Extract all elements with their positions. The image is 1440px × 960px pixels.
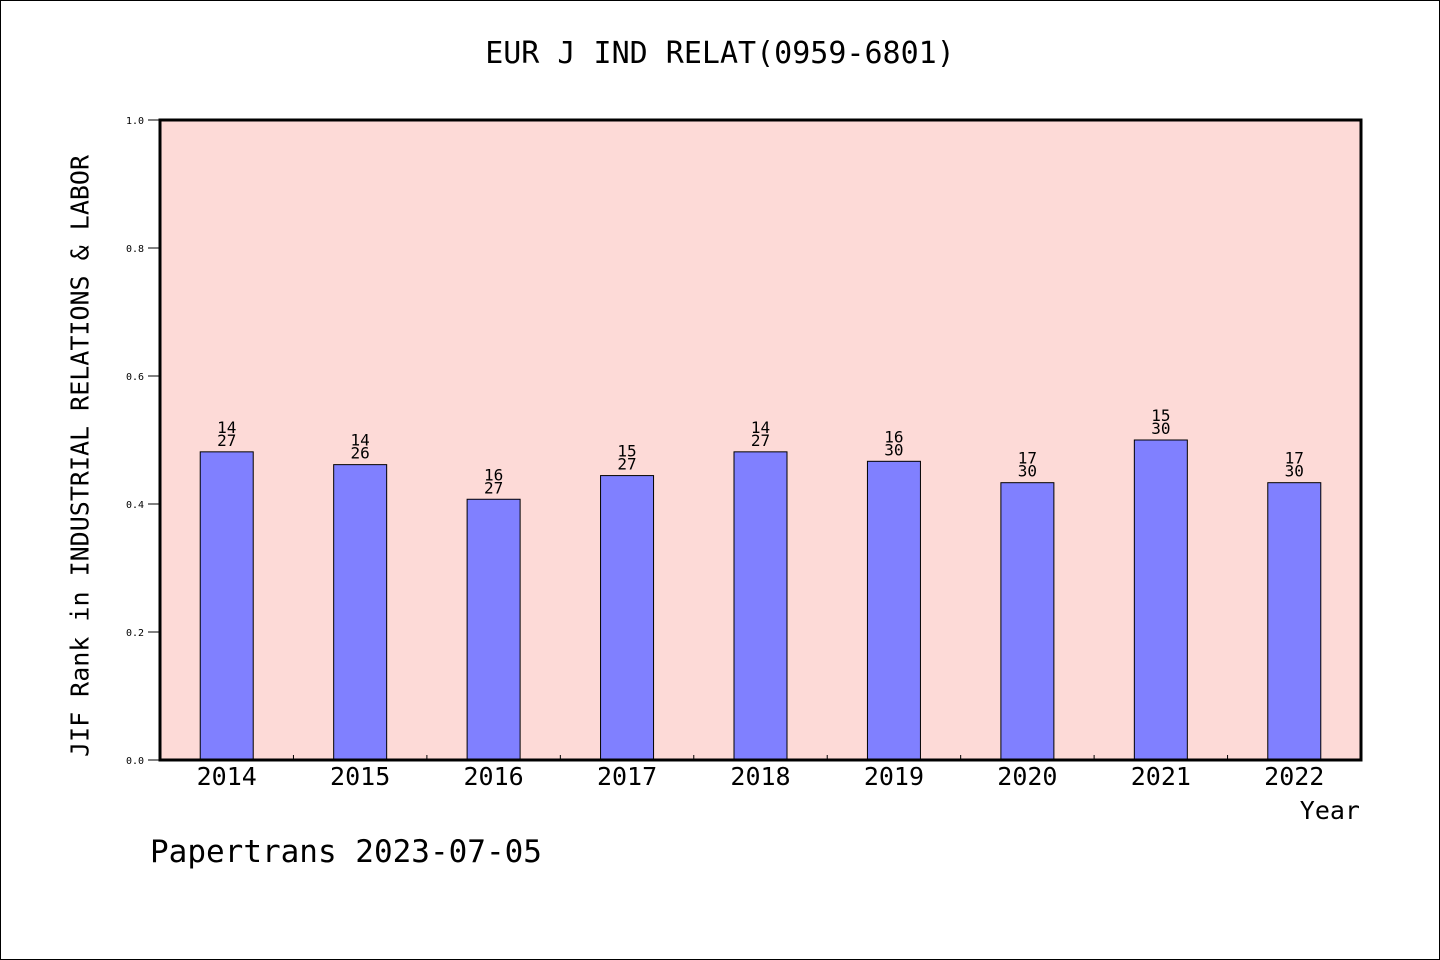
bar-2014	[199, 451, 254, 761]
chart-title: EUR J IND RELAT(0959-6801)	[485, 36, 955, 71]
rank-label-bottom: 30	[884, 440, 903, 459]
plot-border	[158, 118, 1363, 762]
y-tick-label: 0.4	[126, 500, 144, 511]
bar-2017	[600, 475, 655, 761]
rank-label-top: 15	[1151, 406, 1170, 425]
rank-label-top: 17	[1285, 449, 1304, 468]
x-tick-label: 2017	[597, 762, 657, 791]
bar-2019	[866, 460, 921, 761]
x-tick-label: 2020	[997, 762, 1057, 791]
x-tick-label: 2016	[464, 762, 524, 791]
footer-credit: Papertrans 2023-07-05	[150, 834, 542, 870]
rank-label-top: 17	[1018, 449, 1037, 468]
rank-label-top: 14	[217, 418, 236, 437]
rank-label-top: 14	[751, 418, 770, 437]
rank-label-top: 16	[884, 427, 903, 446]
x-tick-label: 2018	[730, 762, 790, 791]
bar-2022	[1267, 482, 1322, 761]
rank-label-bottom: 30	[1018, 462, 1037, 481]
x-tick-label: 2014	[197, 762, 257, 791]
y-tick-label: 0.0	[126, 756, 144, 767]
rank-label-bottom: 26	[351, 444, 370, 463]
y-axis-label: JIF Rank in INDUSTRIAL RELATIONS & LABOR	[65, 154, 95, 758]
x-tick-label: 2021	[1131, 762, 1191, 791]
rank-label-top: 16	[484, 465, 503, 484]
bar-2020	[1000, 482, 1055, 761]
x-tick-label: 2019	[864, 762, 924, 791]
y-tick-label: 1.0	[126, 116, 144, 127]
rank-label-bottom: 27	[484, 478, 503, 497]
rank-label-bottom: 27	[617, 455, 636, 474]
rank-label-top: 14	[351, 431, 370, 450]
bar-2021	[1133, 439, 1188, 761]
x-axis-label: Year	[1299, 796, 1360, 825]
y-tick-label: 0.8	[126, 244, 144, 255]
rank-label-bottom: 30	[1285, 462, 1304, 481]
bar-2018	[733, 451, 788, 761]
rank-label-bottom: 27	[217, 431, 236, 450]
rank-label-bottom: 27	[751, 431, 770, 450]
x-tick-label: 2022	[1264, 762, 1324, 791]
bar-2016	[466, 498, 521, 761]
rank-label-bottom: 30	[1151, 419, 1170, 438]
y-tick-label: 0.6	[126, 372, 144, 383]
y-tick-label: 0.2	[126, 628, 144, 639]
rank-label-top: 15	[617, 442, 636, 461]
x-tick-label: 2015	[330, 762, 390, 791]
bar-2015	[333, 464, 388, 761]
